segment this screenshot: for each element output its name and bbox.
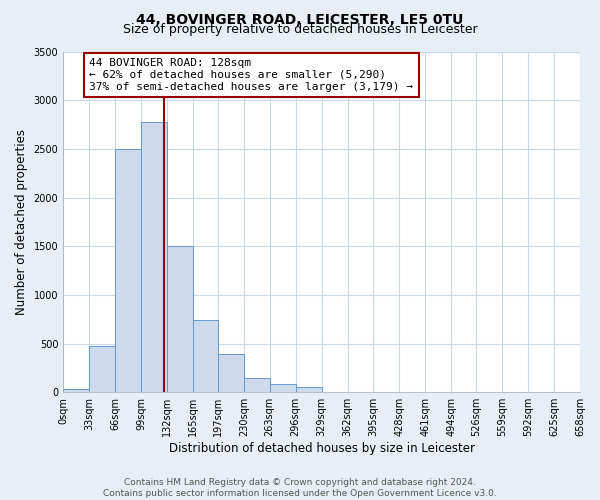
Bar	[218, 354, 244, 392]
Y-axis label: Number of detached properties: Number of detached properties	[15, 129, 28, 315]
Bar	[193, 320, 218, 392]
Bar	[296, 388, 322, 392]
Text: 44, BOVINGER ROAD, LEICESTER, LE5 0TU: 44, BOVINGER ROAD, LEICESTER, LE5 0TU	[136, 12, 464, 26]
Bar	[167, 246, 193, 392]
Bar	[115, 149, 141, 392]
Text: 44 BOVINGER ROAD: 128sqm
← 62% of detached houses are smaller (5,290)
37% of sem: 44 BOVINGER ROAD: 128sqm ← 62% of detach…	[89, 58, 413, 92]
Text: Contains HM Land Registry data © Crown copyright and database right 2024.
Contai: Contains HM Land Registry data © Crown c…	[103, 478, 497, 498]
X-axis label: Distribution of detached houses by size in Leicester: Distribution of detached houses by size …	[169, 442, 475, 455]
Bar	[141, 122, 167, 392]
Bar	[63, 390, 89, 392]
Text: Size of property relative to detached houses in Leicester: Size of property relative to detached ho…	[122, 22, 478, 36]
Bar	[89, 346, 115, 392]
Bar	[270, 384, 296, 392]
Bar	[244, 378, 270, 392]
